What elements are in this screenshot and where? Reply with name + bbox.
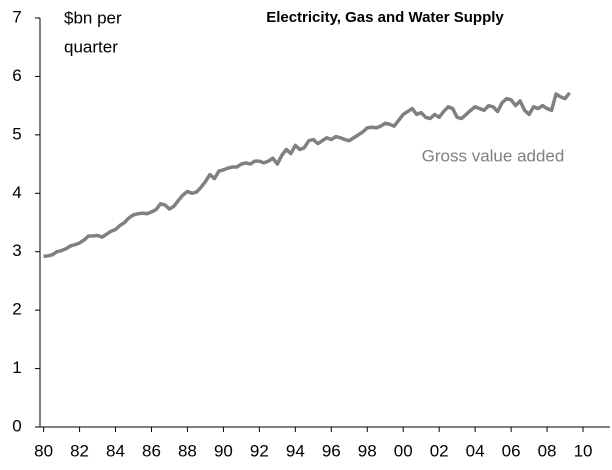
y-tick-label: 1: [12, 358, 21, 377]
x-tick-label: 82: [70, 441, 89, 460]
x-tick-label: 90: [214, 441, 233, 460]
x-tick-label: 80: [34, 441, 53, 460]
x-tick-label: 92: [250, 441, 269, 460]
x-tick-label: 94: [286, 441, 305, 460]
x-tick-label: 02: [430, 441, 449, 460]
y-tick-label: 5: [12, 124, 21, 143]
x-tick-label: 88: [178, 441, 197, 460]
y-tick-label: 4: [12, 183, 21, 202]
x-tick-label: 96: [322, 441, 341, 460]
y-tick-label: 0: [12, 416, 21, 435]
x-tick-label: 08: [538, 441, 557, 460]
y-axis-label: quarter: [64, 37, 118, 56]
x-tick-label: 10: [574, 441, 593, 460]
x-tick-label: 84: [106, 441, 125, 460]
x-tick-label: 06: [502, 441, 521, 460]
y-tick-label: 6: [12, 66, 21, 85]
chart-title: Electricity, Gas and Water Supply: [266, 9, 504, 26]
x-tick-label: 98: [358, 441, 377, 460]
y-tick-label: 7: [12, 7, 21, 26]
series-label: Gross value added: [422, 146, 565, 165]
x-tick-label: 00: [394, 441, 413, 460]
series-line: [43, 91, 571, 259]
y-axis-label: $bn per: [64, 8, 122, 27]
x-tick-label: 86: [142, 441, 161, 460]
y-tick-label: 3: [12, 241, 21, 260]
x-tick-label: 04: [466, 441, 485, 460]
y-tick-label: 2: [12, 300, 21, 319]
